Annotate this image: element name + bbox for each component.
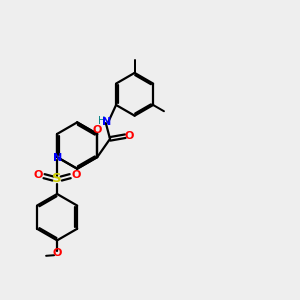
Text: O: O	[52, 248, 62, 257]
Text: O: O	[124, 131, 134, 141]
Text: N: N	[53, 153, 62, 163]
Text: S: S	[52, 172, 62, 185]
Text: O: O	[93, 125, 102, 135]
Text: O: O	[72, 170, 81, 180]
Text: H: H	[98, 116, 106, 126]
Text: O: O	[33, 170, 43, 180]
Text: N: N	[102, 117, 112, 127]
